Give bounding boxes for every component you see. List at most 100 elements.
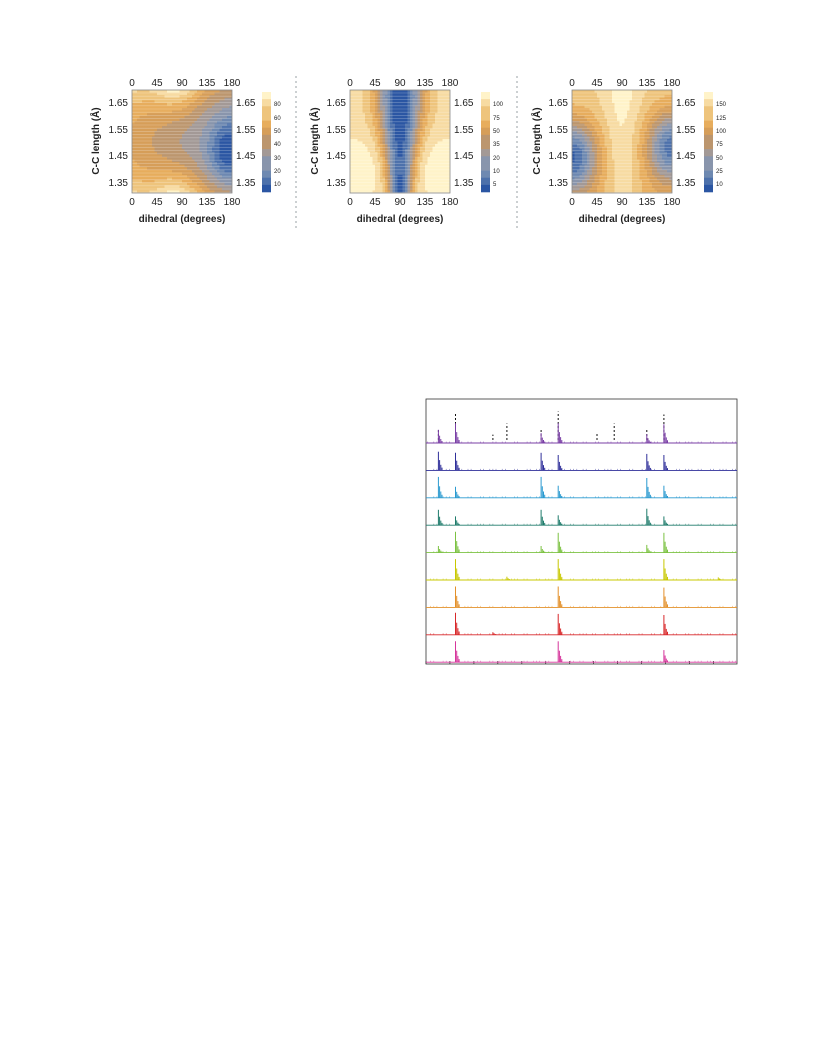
plot-frame — [349, 89, 451, 194]
heatmap-cell — [639, 115, 643, 119]
heatmap-cell — [624, 159, 628, 163]
heatmap-cell — [229, 180, 232, 184]
heatmap-cell — [582, 110, 585, 114]
heatmap-cell — [440, 118, 443, 122]
heatmap-cell — [385, 172, 388, 176]
heatmap-cell — [172, 174, 175, 178]
heatmap-cell — [229, 151, 232, 155]
heatmap-cell — [174, 123, 178, 127]
heatmap-cell — [440, 128, 443, 132]
heatmap-cell — [622, 180, 625, 184]
heatmap-cell — [397, 174, 401, 178]
heatmap-cell — [229, 156, 232, 160]
heatmap-cell — [184, 164, 188, 168]
heatmap-cell — [652, 187, 655, 191]
heatmap-cell — [172, 180, 175, 184]
heatmap-cell — [377, 187, 381, 191]
heatmap-cell — [382, 151, 386, 155]
heatmap-cell — [214, 105, 218, 109]
heatmap-cell — [392, 162, 396, 165]
heatmap-cell — [667, 108, 670, 111]
heatmap-cell — [149, 141, 153, 145]
heatmap-cell — [164, 136, 168, 140]
heatmap-cell — [355, 151, 358, 155]
heatmap-cell — [159, 182, 163, 186]
y-tick-labels: 1.65 1.55 1.45 1.35 1.65 1.55 1.45 1.35 — [109, 98, 256, 189]
heatmap-cell — [182, 149, 185, 153]
heatmap-cell — [420, 162, 423, 165]
heatmap-cell — [187, 144, 190, 147]
heatmap-cell — [194, 90, 198, 93]
heatmap-cell — [385, 128, 388, 132]
heatmap-cell — [189, 187, 193, 191]
heatmap-cell — [597, 190, 600, 193]
heatmap-cell — [154, 126, 158, 129]
heatmap-cell — [422, 110, 426, 114]
heatmap-cell — [659, 138, 663, 142]
heatmap-cell — [664, 108, 668, 111]
heatmap-cell — [572, 95, 575, 99]
heatmap-cell — [617, 164, 620, 168]
heatmap-cell — [619, 162, 623, 165]
heatmap-cell — [202, 136, 205, 140]
heatmap-cell — [149, 118, 153, 122]
heatmap-cell — [385, 159, 388, 163]
heatmap-cell — [659, 113, 663, 117]
heatmap-cell — [437, 169, 441, 173]
heatmap-cell — [204, 126, 208, 129]
heatmap-cell — [204, 172, 208, 176]
heatmap-cell — [664, 190, 668, 193]
heatmap-cell — [584, 123, 588, 127]
heatmap-cell — [652, 162, 655, 165]
colorbar-tick: 5 — [493, 182, 497, 188]
heatmap-cell — [410, 113, 413, 117]
heatmap-cell — [617, 108, 620, 111]
heatmap-cell — [174, 126, 178, 129]
heatmap-cell — [372, 144, 376, 147]
heatmap-cell — [612, 190, 615, 193]
heatmap-cell — [589, 156, 593, 160]
heatmap-cell — [607, 95, 610, 99]
heatmap-cell — [182, 126, 185, 129]
heatmap-cell — [380, 156, 383, 160]
heatmap-cell — [197, 174, 200, 178]
heatmap-cell — [627, 97, 630, 101]
x-tick-bottom: 180 — [224, 197, 241, 208]
heatmap-cell — [654, 131, 658, 135]
heatmap-cell — [137, 97, 140, 101]
heatmap-cell — [219, 146, 223, 150]
heatmap-cell — [157, 180, 160, 184]
heatmap-cell — [654, 138, 658, 142]
heatmap-cell — [614, 156, 618, 160]
heatmap-cell — [214, 144, 218, 147]
heatmap-cell — [214, 115, 218, 119]
heatmap-cell — [402, 162, 406, 165]
heatmap-cell — [622, 138, 625, 142]
heatmap-cell — [397, 133, 401, 137]
heatmap-cell — [662, 120, 665, 124]
heatmap-cell — [154, 120, 158, 124]
heatmap-cell — [377, 164, 381, 168]
heatmap-cell — [390, 126, 393, 129]
heatmap-cell — [612, 100, 615, 104]
heatmap-cell — [664, 115, 668, 119]
heatmap-cell — [639, 141, 643, 145]
heatmap-cell — [624, 120, 628, 124]
heatmap-cell — [627, 90, 630, 93]
heatmap-cell — [632, 97, 635, 101]
heatmap-cell — [415, 97, 418, 101]
heatmap-cell — [139, 164, 143, 168]
heatmap-cell — [417, 92, 421, 96]
heatmap-cell — [152, 169, 155, 173]
heatmap-cell — [144, 105, 148, 109]
heatmap-cell — [167, 180, 170, 184]
heatmap-cell — [412, 156, 416, 160]
heatmap-cell — [587, 172, 590, 176]
heatmap-cell — [402, 169, 406, 173]
heatmap-cell — [602, 126, 605, 129]
heatmap-cell — [594, 100, 598, 104]
heatmap-cell — [422, 164, 426, 168]
heatmap-cell — [380, 100, 383, 104]
heatmap-cell — [662, 151, 665, 155]
heatmap-cell — [400, 187, 403, 191]
